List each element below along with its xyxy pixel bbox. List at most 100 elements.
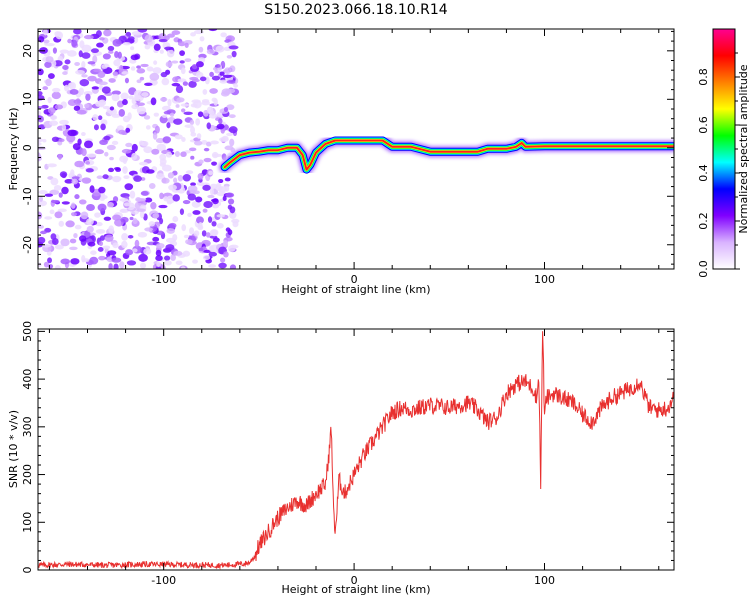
snr-panel: -100 0 100 0 100 200 300 400 500 Height of strai… bbox=[7, 321, 675, 596]
noise-blob bbox=[167, 98, 172, 107]
noise-blob bbox=[189, 119, 195, 125]
noise-blob bbox=[201, 100, 210, 106]
noise-blob bbox=[58, 192, 63, 198]
noise-blob bbox=[144, 44, 151, 50]
noise-blob bbox=[181, 224, 187, 232]
noise-blob bbox=[151, 148, 160, 155]
noise-blob bbox=[153, 43, 161, 51]
noise-blob bbox=[214, 64, 221, 68]
noise-blob bbox=[224, 177, 231, 182]
noise-blob bbox=[45, 56, 54, 63]
noise-blob bbox=[127, 235, 134, 239]
noise-blob bbox=[162, 136, 172, 144]
noise-blob bbox=[203, 200, 213, 209]
x-tick-label: 100 bbox=[534, 273, 555, 286]
noise-blob bbox=[136, 102, 145, 106]
noise-blob bbox=[227, 204, 233, 210]
noise-blob bbox=[226, 132, 234, 137]
noise-blob bbox=[96, 42, 104, 48]
noise-blob bbox=[219, 79, 228, 84]
noise-blob bbox=[98, 81, 108, 86]
colorbar-gradient bbox=[713, 29, 735, 269]
noise-blob bbox=[52, 87, 61, 93]
noise-blob bbox=[216, 214, 226, 218]
noise-blob bbox=[228, 114, 236, 119]
noise-blob bbox=[187, 212, 192, 218]
noise-blob bbox=[188, 80, 197, 88]
noise-blob bbox=[38, 190, 48, 195]
noise-blob bbox=[203, 147, 210, 152]
noise-blob bbox=[228, 45, 239, 50]
noise-blob bbox=[165, 61, 173, 68]
noise-blob bbox=[71, 176, 80, 180]
noise-blob bbox=[198, 221, 203, 229]
noise-blob bbox=[89, 185, 95, 193]
noise-blob bbox=[100, 123, 106, 131]
noise-blob bbox=[86, 225, 94, 233]
noise-blob bbox=[51, 91, 61, 100]
noise-blob bbox=[172, 234, 178, 242]
noise-blob bbox=[155, 173, 165, 180]
noise-blob bbox=[222, 239, 229, 247]
noise-blob bbox=[45, 42, 55, 47]
noise-blob bbox=[51, 237, 59, 246]
noise-blob bbox=[62, 65, 69, 70]
y-tick-label: 10 bbox=[21, 92, 34, 106]
noise-blob bbox=[111, 113, 121, 118]
noise-blob bbox=[152, 67, 162, 74]
noise-blob bbox=[102, 105, 111, 110]
noise-blob bbox=[180, 67, 186, 75]
noise-blob bbox=[39, 230, 47, 235]
noise-blob bbox=[179, 60, 185, 64]
noise-blob bbox=[149, 72, 160, 81]
noise-blob bbox=[179, 208, 185, 215]
noise-blob bbox=[130, 54, 139, 61]
noise-blob bbox=[222, 195, 227, 202]
noise-blob bbox=[125, 249, 134, 256]
noise-blob bbox=[159, 49, 164, 54]
noise-blob bbox=[210, 140, 219, 145]
noise-blob bbox=[38, 137, 44, 143]
noise-blob bbox=[190, 32, 196, 37]
noise-blob bbox=[108, 225, 115, 234]
noise-blob bbox=[180, 108, 186, 113]
noise-blob bbox=[224, 145, 234, 151]
noise-blob bbox=[156, 143, 166, 152]
noise-blob bbox=[174, 134, 183, 140]
noise-blob bbox=[156, 261, 161, 268]
noise-blob bbox=[229, 211, 237, 219]
noise-blob bbox=[111, 140, 119, 145]
noise-blob bbox=[120, 208, 127, 213]
noise-blob bbox=[196, 133, 202, 139]
noise-blob bbox=[225, 88, 236, 94]
noise-blob bbox=[102, 174, 109, 180]
noise-blob bbox=[132, 218, 138, 225]
noise-blob bbox=[155, 138, 165, 144]
noise-blob bbox=[49, 120, 59, 126]
noise-blob bbox=[61, 186, 69, 195]
noise-blob bbox=[47, 257, 53, 264]
noise-blob bbox=[139, 262, 147, 269]
noise-blob bbox=[144, 82, 153, 86]
noise-blob bbox=[55, 31, 64, 40]
noise-blob bbox=[231, 50, 237, 58]
noise-blob bbox=[69, 238, 77, 244]
snr-y-axis-label: SNR (10 * v/v) bbox=[7, 410, 20, 488]
noise-blob bbox=[103, 29, 112, 37]
noise-blob bbox=[127, 112, 132, 120]
noise-blob bbox=[38, 224, 44, 229]
noise-blob bbox=[73, 29, 82, 35]
noise-blob bbox=[120, 92, 129, 100]
noise-blob bbox=[212, 237, 220, 243]
noise-blob bbox=[69, 246, 78, 251]
noise-blob bbox=[131, 31, 142, 36]
noise-blob bbox=[49, 209, 55, 215]
noise-blob bbox=[101, 86, 111, 94]
noise-blob bbox=[99, 139, 108, 146]
snr-plot-area bbox=[38, 329, 674, 570]
noise-blob bbox=[206, 106, 214, 114]
noise-blob bbox=[167, 172, 175, 179]
noise-blob bbox=[195, 118, 201, 126]
noise-blob bbox=[64, 59, 71, 65]
